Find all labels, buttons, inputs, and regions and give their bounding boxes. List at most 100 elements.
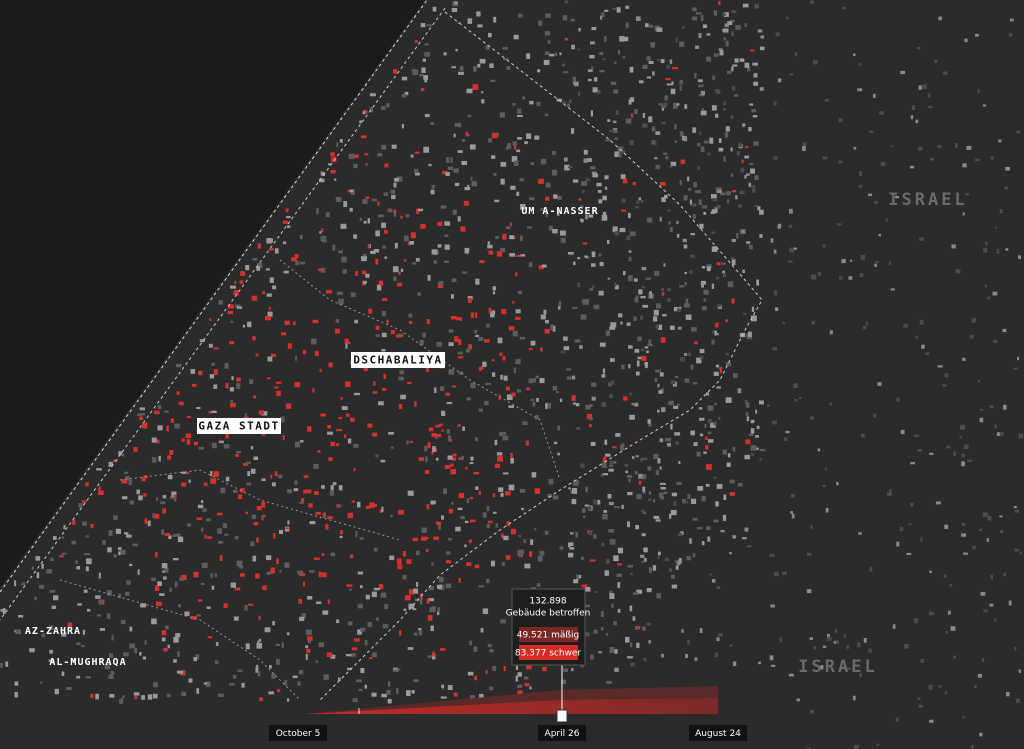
building [517, 684, 523, 689]
building [338, 504, 342, 508]
building [962, 357, 966, 361]
building [67, 622, 73, 628]
building [501, 562, 505, 566]
building [237, 669, 243, 673]
building [427, 655, 433, 658]
building [181, 691, 187, 696]
building [419, 598, 423, 605]
building [704, 445, 709, 450]
building [614, 506, 620, 509]
building [716, 386, 721, 389]
building [142, 656, 147, 660]
building [370, 250, 376, 254]
building [426, 366, 429, 372]
building [930, 612, 934, 616]
building [557, 425, 561, 431]
building [946, 445, 951, 449]
building [330, 169, 336, 174]
building [631, 403, 634, 406]
building [362, 111, 366, 115]
building [313, 557, 320, 560]
building [619, 444, 625, 451]
building [655, 470, 659, 476]
building [319, 368, 322, 373]
building [757, 206, 761, 211]
building [172, 534, 176, 537]
building [401, 76, 408, 81]
building [745, 333, 750, 337]
building [690, 254, 695, 258]
building [687, 494, 691, 500]
building [513, 144, 517, 150]
building [820, 665, 824, 670]
building [520, 235, 523, 242]
building [580, 463, 585, 468]
building [689, 538, 692, 544]
building [992, 291, 998, 296]
building [334, 178, 337, 181]
building [229, 341, 235, 345]
building [216, 512, 223, 516]
building [609, 647, 615, 654]
building [250, 446, 254, 450]
building [670, 510, 677, 516]
building [716, 333, 719, 336]
building [322, 610, 329, 615]
building [920, 658, 925, 664]
building [129, 500, 134, 505]
building [144, 640, 147, 645]
building [364, 639, 368, 646]
building [505, 226, 511, 229]
building [373, 381, 376, 386]
building [173, 636, 179, 643]
building [353, 234, 358, 239]
building [157, 425, 163, 431]
building [841, 6, 846, 10]
building [196, 614, 201, 617]
building [152, 693, 158, 699]
building [732, 189, 737, 193]
building [714, 88, 720, 93]
building [115, 528, 121, 534]
building [634, 109, 638, 115]
building [661, 121, 666, 125]
building [359, 217, 362, 221]
building [207, 636, 213, 639]
building [977, 88, 980, 94]
building [716, 204, 721, 209]
building [648, 60, 654, 64]
building [647, 343, 653, 347]
building [315, 511, 321, 515]
building [503, 665, 506, 672]
building [193, 571, 199, 578]
building [486, 323, 490, 328]
building [591, 26, 597, 31]
building [468, 344, 473, 350]
building [162, 508, 167, 514]
building [469, 462, 474, 465]
building [501, 431, 507, 436]
building [338, 416, 343, 420]
building [133, 692, 140, 696]
building [738, 142, 742, 148]
building [397, 282, 402, 287]
building [961, 522, 965, 527]
building [108, 674, 114, 680]
building [700, 110, 707, 116]
building [467, 114, 472, 118]
building [715, 276, 720, 280]
building [770, 238, 774, 243]
building [670, 380, 676, 385]
building [513, 367, 516, 374]
building [711, 105, 717, 111]
building [621, 150, 626, 154]
building [718, 416, 721, 421]
building [528, 347, 533, 351]
building [318, 642, 325, 648]
building [225, 433, 229, 439]
building [516, 389, 522, 393]
building [1018, 669, 1022, 673]
timeline-handle[interactable] [556, 709, 568, 723]
building [607, 493, 612, 499]
